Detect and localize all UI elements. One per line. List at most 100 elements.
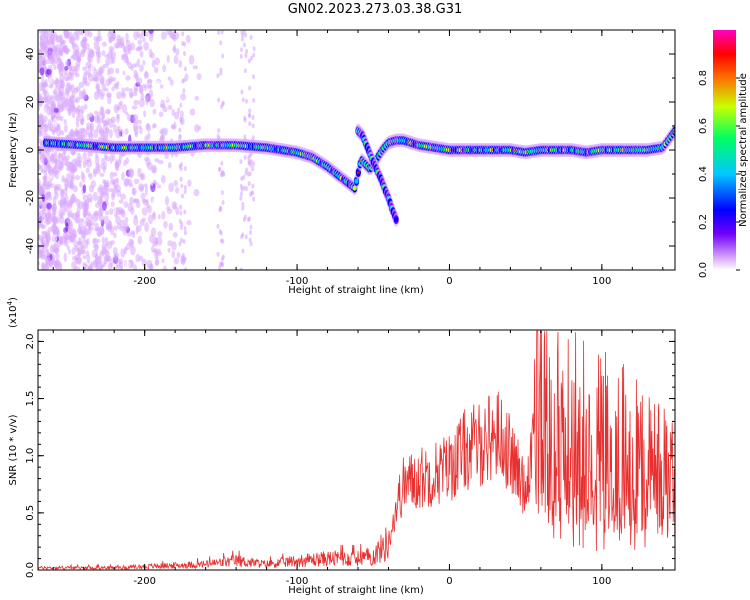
noise-speckle [95, 262, 100, 270]
noise-streak [220, 160, 224, 166]
noise-speckle [75, 60, 81, 68]
noise-speckle [136, 31, 140, 38]
noise-speckle [167, 162, 172, 169]
noise-speckle [97, 30, 101, 39]
noise-speckle [51, 243, 57, 253]
noise-speckle [139, 64, 144, 72]
noise-speckle [135, 226, 139, 235]
noise-speckle [141, 258, 147, 267]
noise-speckle [124, 261, 131, 269]
noise-speckle [114, 83, 119, 90]
noise-streak [183, 165, 187, 171]
noise-speckle [156, 236, 163, 246]
noise-speckle [144, 135, 148, 142]
noise-streak [241, 97, 245, 103]
noise-speckle [147, 214, 154, 225]
noise-speckle [167, 240, 173, 247]
noise-speckle [188, 54, 195, 65]
noise-speckle [105, 210, 110, 216]
colorbar-tick-label: 0.8 [698, 70, 709, 86]
noise-speckle [42, 45, 48, 54]
noise-speckle [139, 126, 143, 135]
noise-speckle [141, 207, 148, 216]
noise-streak [216, 223, 220, 229]
noise-speckle [134, 214, 138, 219]
noise-speckle [54, 216, 60, 224]
noise-speckle [88, 227, 92, 236]
noise-speckle [96, 168, 101, 175]
noise-speckle [74, 175, 81, 181]
noise-speckle [83, 71, 88, 76]
noise-speckle [47, 208, 52, 216]
noise-speckle [168, 222, 174, 231]
noise-streak [243, 68, 247, 74]
noise-speckle [116, 34, 122, 45]
noise-speckle [162, 265, 167, 270]
noise-speckle [67, 249, 72, 255]
noise-speckle [138, 255, 144, 262]
noise-speckle [66, 164, 71, 170]
noise-speckle [38, 178, 41, 187]
noise-speckle [159, 129, 165, 135]
noise-speckle [118, 258, 124, 265]
noise-speckle [53, 64, 57, 70]
snr-ylabel: SNR (10 * v/v) [8, 414, 19, 485]
noise-speckle [60, 50, 64, 56]
noise-speckle [99, 172, 105, 177]
noise-speckle [108, 45, 115, 52]
noise-speckle [139, 185, 145, 193]
noise-speckle [197, 125, 202, 131]
noise-speckle [119, 219, 126, 229]
noise-streak [180, 221, 184, 227]
noise-speckle [80, 119, 85, 126]
noise-speckle [102, 246, 107, 255]
noise-speckle [62, 240, 66, 246]
noise-speckle [68, 65, 73, 72]
noise-speckle [112, 172, 118, 177]
noise-speckle [96, 35, 103, 42]
noise-speckle [82, 76, 88, 85]
noise-speckle [57, 172, 62, 179]
noise-speckle [125, 75, 131, 81]
noise-streak [251, 115, 255, 121]
noise-speckle [145, 122, 151, 130]
noise-speckle [70, 57, 75, 67]
noise-speckle [48, 76, 52, 84]
noise-streak [241, 248, 245, 254]
noise-speckle [46, 106, 52, 116]
noise-speckle [43, 164, 48, 174]
noise-speckle [152, 211, 157, 221]
noise-speckle [38, 152, 41, 162]
noise-streak [178, 133, 182, 139]
noise-speckle [58, 34, 64, 41]
noise-speckle [51, 203, 58, 212]
noise-speckle [82, 184, 87, 194]
noise-speckle [58, 263, 63, 270]
noise-streak [179, 204, 183, 210]
noise-speckle [107, 262, 113, 270]
noise-speckle [172, 231, 178, 238]
noise-streak [181, 253, 185, 259]
noise-speckle [82, 255, 87, 260]
noise-speckle [70, 229, 77, 238]
noise-speckle [180, 93, 187, 101]
noise-speckle [62, 206, 66, 216]
noise-speckle [111, 86, 116, 92]
noise-speckle [173, 179, 178, 187]
noise-speckle [78, 156, 83, 164]
noise-streak [217, 30, 221, 36]
noise-speckle [83, 103, 88, 110]
noise-streak [179, 102, 183, 108]
noise-speckle [64, 181, 69, 191]
noise-streak [179, 210, 183, 216]
noise-streak [252, 161, 256, 167]
noise-speckle [172, 44, 177, 54]
colorbar-label: Normalized spectral amplitude [738, 73, 749, 227]
noise-speckle [115, 215, 121, 225]
noise-speckle [89, 48, 94, 56]
noise-speckle [142, 37, 146, 43]
noise-speckle [171, 108, 175, 117]
noise-speckle [132, 264, 137, 270]
noise-speckle [171, 250, 176, 259]
noise-speckle [111, 31, 115, 39]
